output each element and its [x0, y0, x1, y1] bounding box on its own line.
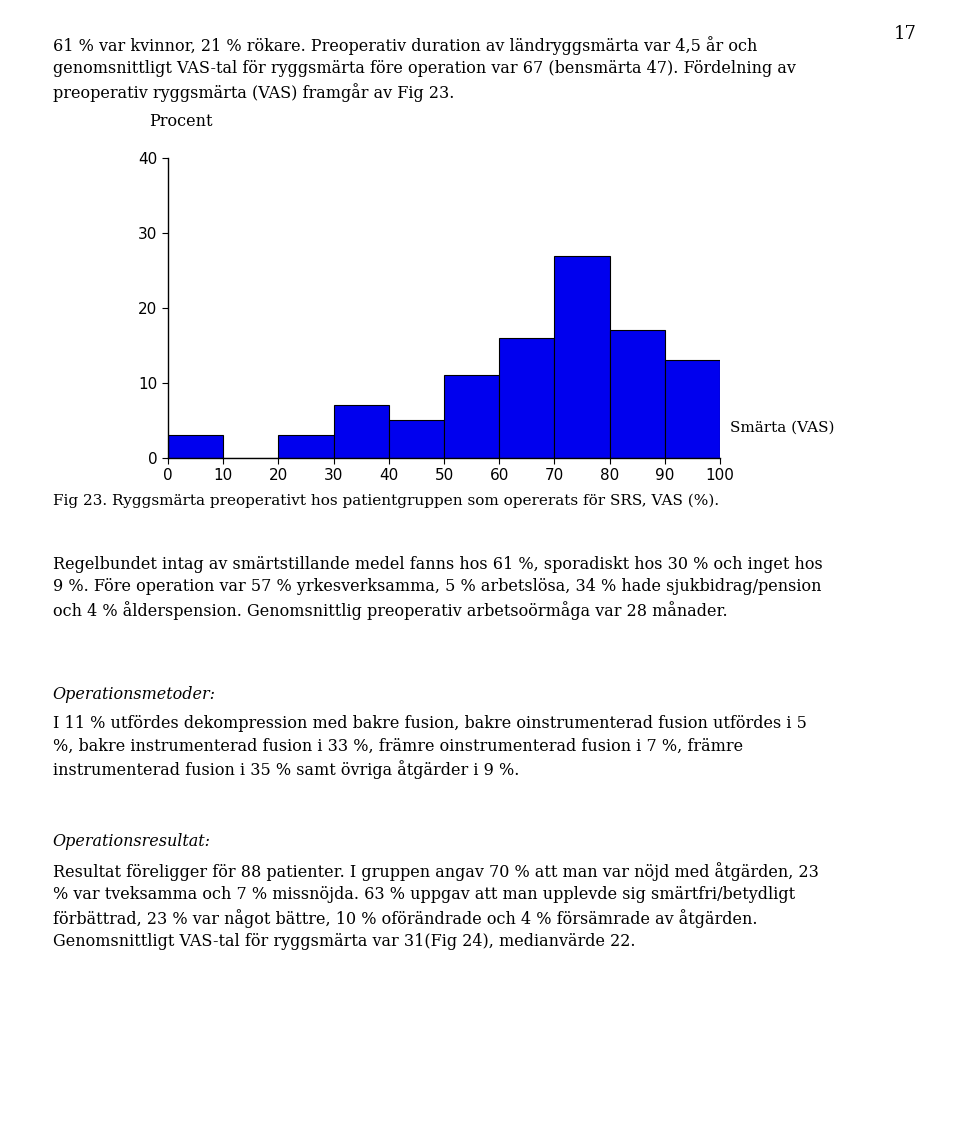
- Text: Operationsmetoder:: Operationsmetoder:: [53, 686, 216, 703]
- Bar: [499, 338, 555, 458]
- Bar: [665, 360, 720, 458]
- Text: Regelbundet intag av smärtstillande medel fanns hos 61 %, sporadiskt hos 30 % oc: Regelbundet intag av smärtstillande mede…: [53, 556, 823, 620]
- Bar: [610, 330, 665, 458]
- Text: 17: 17: [894, 25, 917, 43]
- Text: Operationsresultat:: Operationsresultat:: [53, 833, 211, 850]
- Text: Fig 23. Ryggsmärta preoperativt hos patientgruppen som opererats för SRS, VAS (%: Fig 23. Ryggsmärta preoperativt hos pati…: [53, 494, 719, 508]
- Bar: [444, 375, 499, 458]
- Bar: [555, 255, 610, 458]
- Bar: [389, 420, 444, 458]
- Bar: [278, 435, 334, 458]
- Text: Procent: Procent: [149, 113, 212, 130]
- Text: I 11 % utfördes dekompression med bakre fusion, bakre oinstrumenterad fusion utf: I 11 % utfördes dekompression med bakre …: [53, 715, 806, 780]
- Bar: [334, 406, 389, 458]
- Text: Resultat föreligger för 88 patienter. I gruppen angav 70 % att man var nöjd med : Resultat föreligger för 88 patienter. I …: [53, 862, 819, 950]
- Text: 61 % var kvinnor, 21 % rökare. Preoperativ duration av ländryggsmärta var 4,5 år: 61 % var kvinnor, 21 % rökare. Preoperat…: [53, 36, 796, 102]
- Text: Smärta (VAS): Smärta (VAS): [730, 421, 834, 435]
- Bar: [168, 435, 223, 458]
